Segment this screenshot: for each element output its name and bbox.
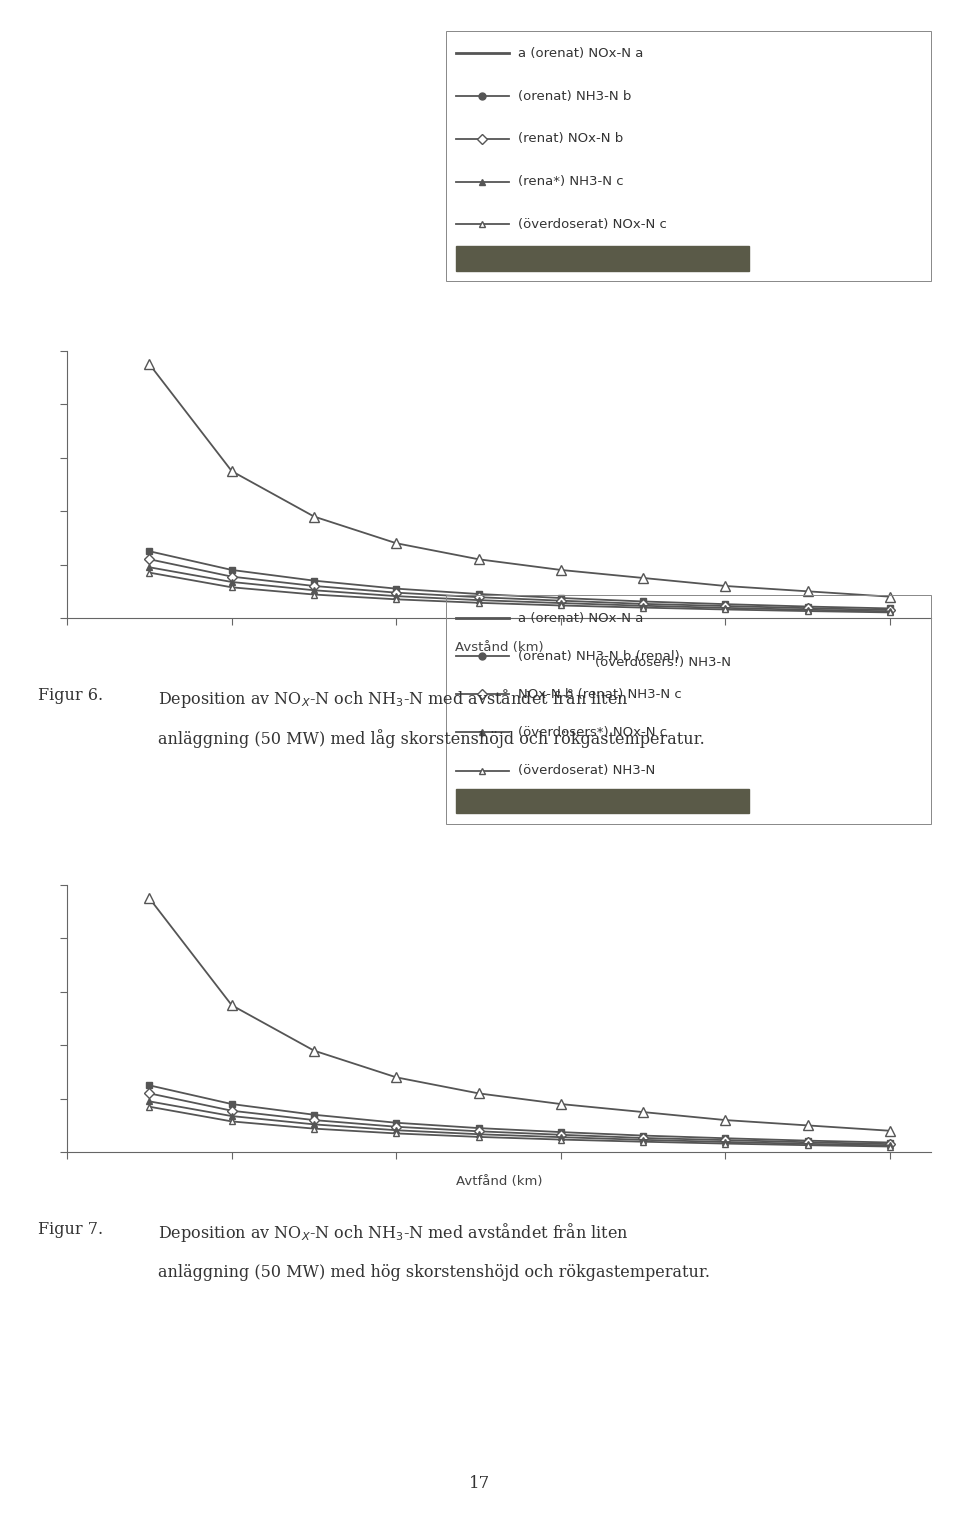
X-axis label: Avstånd (km): Avstånd (km)	[455, 641, 543, 655]
Text: a (orenat) NOx-N a: a (orenat) NOx-N a	[518, 47, 644, 60]
Text: 17: 17	[469, 1476, 491, 1492]
Text: (överdoserat) NOx-N c: (överdoserat) NOx-N c	[518, 218, 667, 230]
Text: (överdoserat) NH3-N: (överdoserat) NH3-N	[518, 765, 656, 777]
Text: Deposition av NO$_X$-N och NH$_3$-N med avståndet från liten: Deposition av NO$_X$-N och NH$_3$-N med …	[158, 687, 629, 710]
Text: (renat) NOx-N b: (renat) NOx-N b	[518, 133, 624, 145]
Text: (orenat) NH3-N b: (orenat) NH3-N b	[518, 90, 632, 102]
Text: Figur 6.: Figur 6.	[38, 687, 104, 703]
Text: anläggning (50 MW) med hög skorstenshöjd och rökgastemperatur.: anläggning (50 MW) med hög skorstenshöjd…	[158, 1264, 710, 1280]
Text: (överdosers!) NH3-N: (överdosers!) NH3-N	[595, 656, 732, 670]
X-axis label: Avtfånd (km): Avtfånd (km)	[456, 1175, 542, 1189]
Text: NOx-N b (renat) NH3-N c: NOx-N b (renat) NH3-N c	[518, 688, 683, 700]
Text: (orenat) NH3-N b (renal): (orenat) NH3-N b (renal)	[518, 650, 680, 662]
Text: a (orenat) NOx-N a: a (orenat) NOx-N a	[518, 612, 644, 624]
Text: Deposition av NO$_X$-N och NH$_3$-N med avståndet från liten: Deposition av NO$_X$-N och NH$_3$-N med …	[158, 1221, 629, 1244]
Text: anläggning (50 MW) med låg skorstenshöjd och rökgastemperatur.: anläggning (50 MW) med låg skorstenshöjd…	[158, 729, 706, 748]
Text: Figur 7.: Figur 7.	[38, 1221, 104, 1238]
Text: (rena*) NH3-N c: (rena*) NH3-N c	[518, 175, 624, 188]
Text: (överdosers*) NOx-N c: (överdosers*) NOx-N c	[518, 726, 667, 739]
